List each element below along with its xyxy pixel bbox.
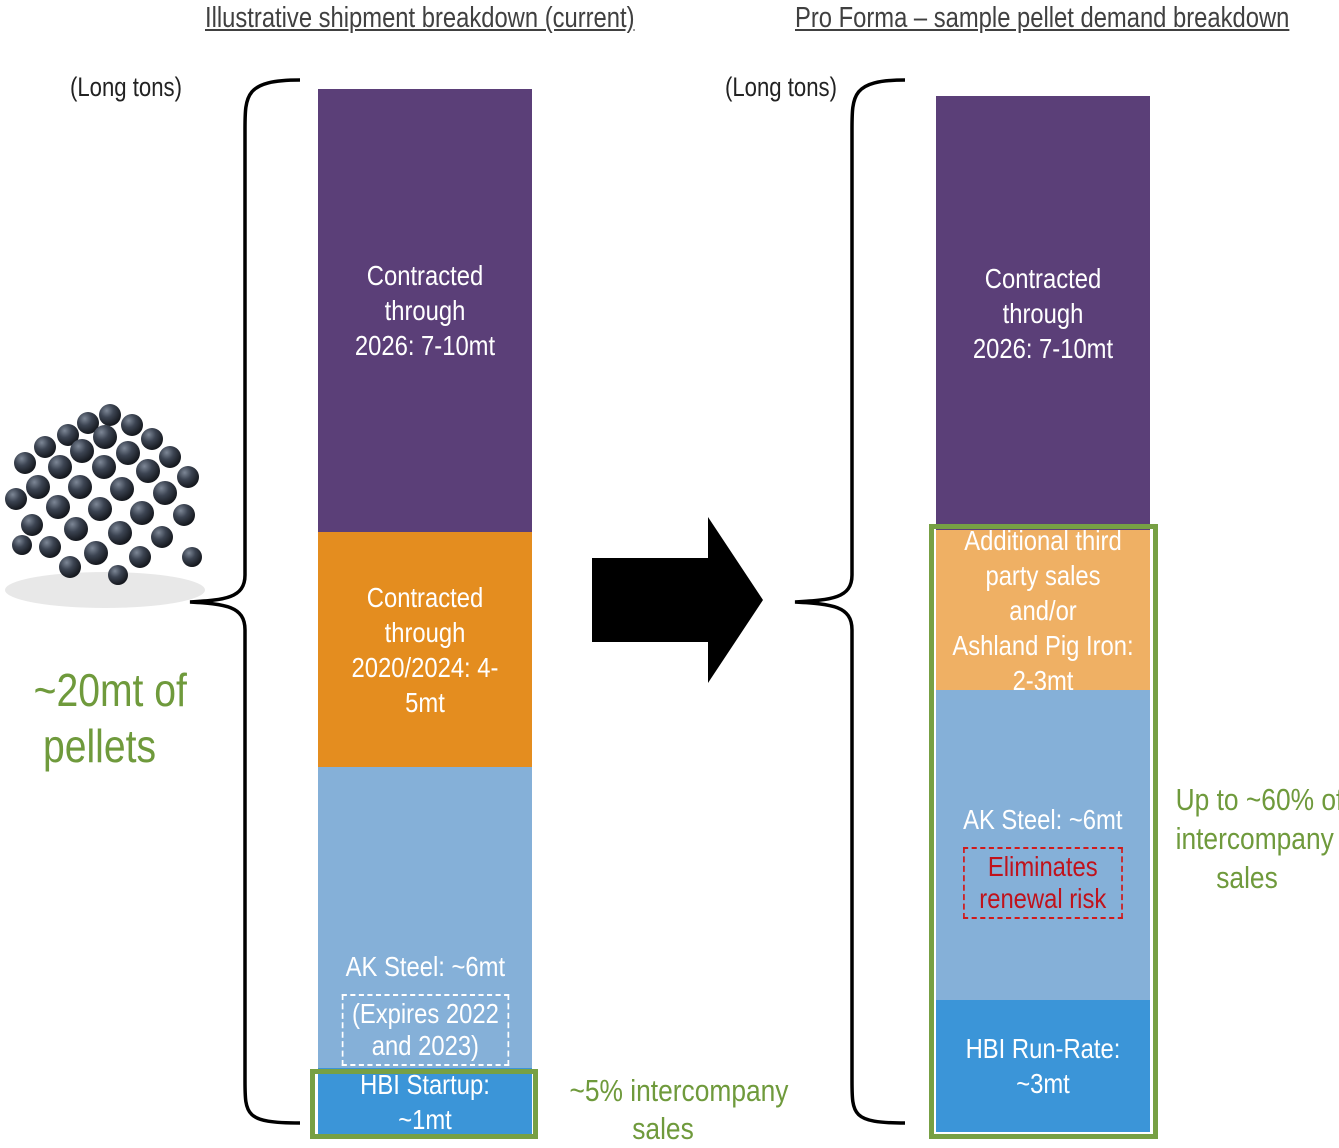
right-segment-label-1: Contracted through 2026: 7-10mt	[972, 262, 1114, 364]
right-segment-label-3: AK Steel: ~6mt Eliminates renewal risk	[963, 802, 1123, 919]
right-chart-title: Pro Forma – sample pellet demand breakdo…	[795, 2, 1290, 34]
left-units-label: (Long tons)	[70, 72, 183, 102]
right-bar-segment-1: Contracted through 2026: 7-10mt	[936, 96, 1150, 530]
left-segment-note-3: (Expires 2022 and 2023)	[341, 994, 509, 1066]
left-segment-label-4: HBI Startup: ~1mt	[360, 1069, 490, 1135]
left-bar-segment-1: Contracted through 2026: 7-10mt	[318, 89, 532, 532]
left-callout-line-1: ~5% intercompany	[569, 1073, 789, 1108]
total-pellets-label: ~20mt of pellets	[22, 662, 187, 774]
right-callout: Up to ~60% of intercompany sales	[1163, 780, 1339, 897]
left-callout-line-2: sales	[632, 1111, 694, 1146]
right-callout-line-2: intercompany	[1175, 821, 1334, 856]
left-bar-segment-3: AK Steel: ~6mt (Expires 2022 and 2023)	[318, 767, 532, 1068]
iron-ore-pellets-image	[5, 404, 205, 608]
right-brace-icon	[794, 78, 906, 1125]
right-bar-segment-4: HBI Run-Rate: ~3mt	[936, 1000, 1150, 1132]
left-callout: ~5% intercompany sales	[553, 1072, 789, 1148]
right-bar-segment-3: AK Steel: ~6mt Eliminates renewal risk	[936, 690, 1150, 1000]
right-intercompany-highlight	[929, 524, 1158, 1139]
left-bar-segment-4: HBI Startup: ~1mt	[318, 1068, 532, 1136]
left-brace-icon	[189, 78, 301, 1125]
left-bar-segment-2: Contracted through 2020/2024: 4-5mt	[318, 532, 532, 767]
left-segment-label-3: AK Steel: ~6mt (Expires 2022 and 2023)	[341, 949, 509, 1066]
left-segment-label-2: Contracted through 2020/2024: 4-5mt	[351, 581, 499, 718]
right-callout-line-1: Up to ~60% of	[1175, 782, 1339, 817]
right-segment-label-2: Additional third party sales and/or Ashlan…	[952, 524, 1134, 696]
left-segment-label-1: Contracted through 2026: 7-10mt	[354, 260, 496, 361]
total-line-1: ~20mt of	[33, 664, 187, 716]
right-segment-note-3: Eliminates renewal risk	[963, 846, 1123, 919]
right-segment-label-4: HBI Run-Rate: ~3mt	[965, 1033, 1121, 1099]
right-arrow-icon	[592, 517, 763, 683]
left-intercompany-highlight	[310, 1069, 538, 1139]
total-line-2: pellets	[42, 720, 157, 772]
left-chart-title: Illustrative shipment breakdown (current…	[205, 2, 635, 34]
right-callout-line-3: sales	[1216, 860, 1278, 895]
right-units-label: (Long tons)	[725, 72, 838, 102]
right-bar-segment-2: Additional third party sales and/or Ashlan…	[936, 525, 1150, 696]
